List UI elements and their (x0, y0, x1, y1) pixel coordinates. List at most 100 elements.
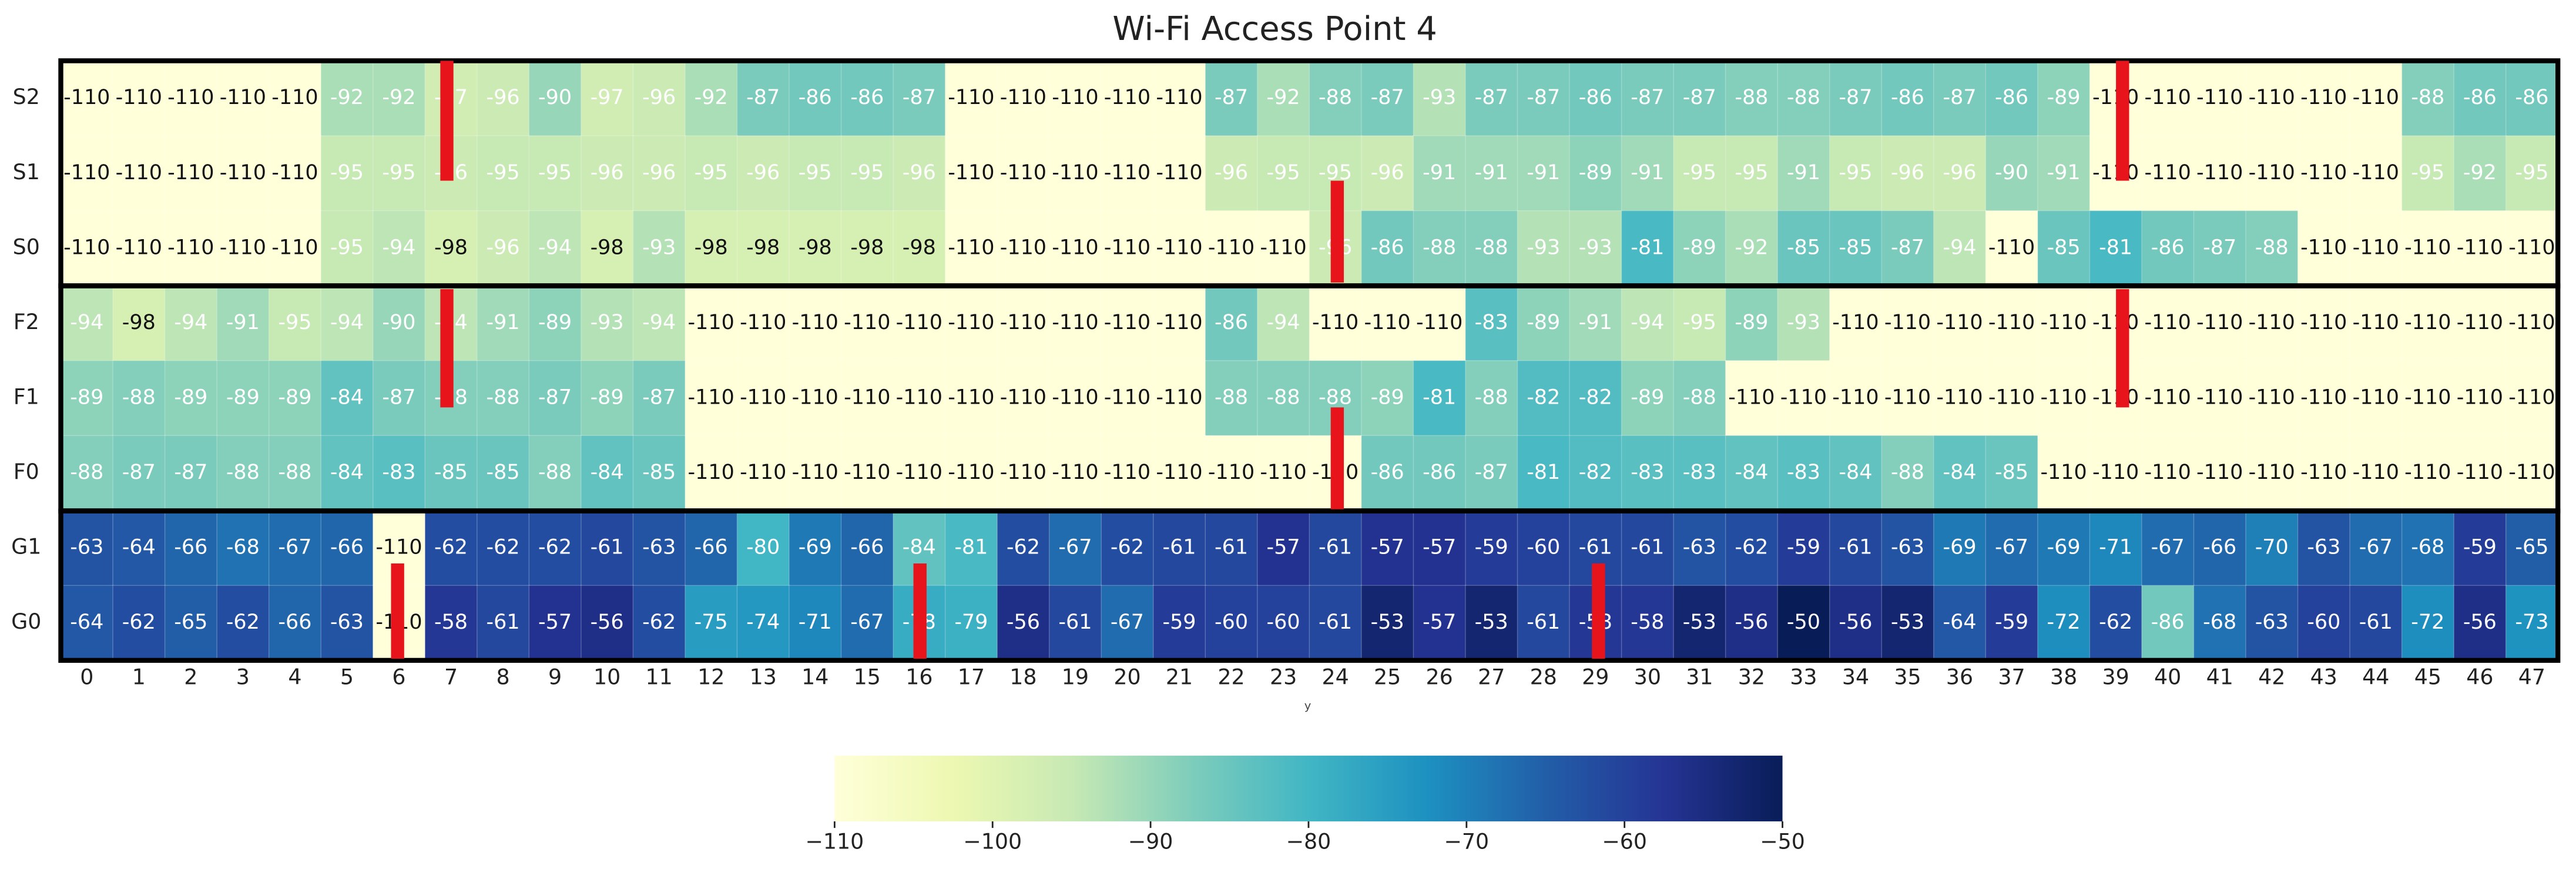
cell-label: -110 (220, 86, 266, 109)
cell-label: -71 (2099, 536, 2132, 559)
cell (1881, 585, 1935, 662)
cell (1153, 435, 1206, 512)
cell (268, 285, 322, 362)
x-tick-label: 46 (2466, 665, 2493, 690)
cell (2505, 135, 2559, 212)
cell (1673, 285, 1727, 362)
cell (373, 210, 426, 287)
x-tick-label: 19 (1062, 665, 1089, 690)
cell-label: -110 (167, 86, 214, 109)
cell-label: -85 (642, 461, 676, 484)
cell-label: -110 (1988, 311, 2035, 334)
x-tick-label: 40 (2154, 665, 2181, 690)
cell (1309, 510, 1363, 586)
cell-label: -59 (1475, 536, 1508, 559)
cell (164, 135, 218, 212)
cell-label: -53 (1475, 610, 1508, 634)
cell (320, 435, 374, 512)
cell-label: -73 (2515, 610, 2548, 634)
cell-label: -62 (122, 610, 156, 634)
x-tick-label: 38 (2050, 665, 2077, 690)
cell (2245, 360, 2299, 437)
cell-label: -88 (487, 385, 520, 409)
cell-label: -63 (2307, 536, 2340, 559)
cell-label: -96 (1891, 161, 1924, 184)
x-tick-label: 24 (1321, 665, 1349, 690)
y-tick-label: G0 (11, 609, 41, 634)
cell-label: -64 (1943, 610, 1976, 634)
cell (2037, 435, 2091, 512)
cell (1621, 585, 1675, 662)
cell (477, 285, 530, 362)
cell (373, 360, 426, 437)
cell (2089, 510, 2143, 586)
cell-label: -110 (1884, 311, 1931, 334)
x-tick-label: 13 (750, 665, 777, 690)
cell (1257, 60, 1310, 137)
x-tick-label: 11 (646, 665, 673, 690)
cell-label: -62 (642, 610, 676, 634)
cell-label: -110 (1052, 461, 1098, 484)
cell (60, 435, 114, 512)
cell (2193, 60, 2247, 137)
y-tick-label: S1 (13, 159, 40, 184)
cell-label: -92 (382, 86, 415, 109)
cell-label: -69 (1943, 536, 1976, 559)
cell-label: -91 (2047, 161, 2081, 184)
x-tick-label: 32 (1738, 665, 1765, 690)
cell-label: -110 (2457, 461, 2503, 484)
cell-label: -110 (1832, 385, 1879, 409)
cell-label: -110 (1728, 385, 1775, 409)
cell-label: -110 (1052, 311, 1098, 334)
cell-label: -88 (1267, 385, 1300, 409)
cell (893, 435, 947, 512)
x-tick-label: 18 (1009, 665, 1037, 690)
cell-label: -110 (1988, 236, 2035, 259)
cell (112, 135, 166, 212)
cell-label: -62 (226, 610, 260, 634)
cell (1517, 210, 1571, 287)
cell-label: -87 (642, 385, 676, 409)
cell (2245, 585, 2299, 662)
cell (477, 585, 530, 662)
cell (1101, 210, 1155, 287)
cell-label: -93 (1423, 86, 1456, 109)
cell (1621, 210, 1675, 287)
cell (1881, 435, 1935, 512)
cell-label: -89 (1683, 236, 1716, 259)
cell-label: -110 (2353, 236, 2399, 259)
cell-label: -88 (1319, 385, 1352, 409)
cell-label: -63 (330, 610, 364, 634)
cell (1048, 360, 1102, 437)
cell (268, 585, 322, 662)
cell-label: -110 (1832, 311, 1879, 334)
cell (1517, 585, 1571, 662)
cell (528, 360, 582, 437)
cell-label: -91 (1527, 161, 1560, 184)
cell-label: -86 (1995, 86, 2028, 109)
cell-label: -93 (1527, 236, 1560, 259)
cell (1048, 135, 1102, 212)
cell-label: -110 (1000, 461, 1046, 484)
cell (1621, 285, 1675, 362)
marker (913, 563, 927, 659)
cell (1465, 585, 1519, 662)
cell (685, 285, 738, 362)
cell-label: -85 (1787, 236, 1820, 259)
cell (1309, 60, 1363, 137)
cell-label: -110 (167, 236, 214, 259)
cell (632, 585, 686, 662)
cell-label: -96 (642, 86, 676, 109)
cell-label: -110 (63, 161, 110, 184)
cell-label: -110 (1988, 385, 2035, 409)
cell (1361, 210, 1414, 287)
cell (1673, 585, 1727, 662)
cell (2193, 585, 2247, 662)
cell (112, 210, 166, 287)
cell-label: -110 (740, 311, 786, 334)
cell-label: -110 (844, 311, 890, 334)
cell (1465, 510, 1519, 586)
cell (997, 510, 1051, 586)
cell (2453, 435, 2507, 512)
cell-label: -81 (1631, 236, 1664, 259)
